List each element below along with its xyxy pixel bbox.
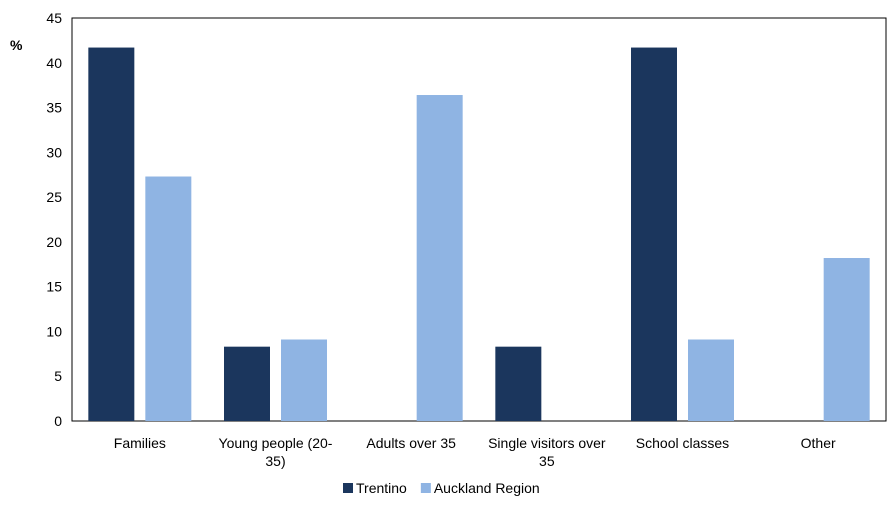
bar-auckland-region [145, 176, 192, 421]
bar-trentino [88, 47, 135, 421]
bars [88, 47, 870, 422]
x-tick-label: Young people (20-35) [219, 435, 333, 469]
y-tick-label: 10 [46, 323, 62, 339]
x-axis-labels: Families Young people (20-35) Adults over … [114, 435, 836, 469]
legend-swatch [420, 483, 431, 493]
bar-auckland-region [416, 95, 463, 422]
y-tick-label: 0 [54, 413, 62, 429]
bar-auckland-region [688, 339, 734, 421]
y-tick-label: 15 [46, 279, 62, 295]
y-tick-label: 25 [46, 189, 62, 205]
x-tick-label: Other [801, 435, 836, 451]
y-tick-label: 45 [46, 10, 62, 26]
x-tick-label: Families [114, 435, 166, 451]
y-tick-label: 5 [54, 368, 62, 384]
bar-trentino [631, 47, 677, 421]
plot-area-border [71, 17, 887, 422]
legend-label: Auckland Region [434, 480, 540, 496]
bar-auckland-region [281, 339, 327, 421]
y-tick-label: 30 [46, 144, 62, 160]
legend-swatch [343, 483, 353, 493]
y-axis-ticks: 0 5 10 15 20 25 30 35 40 45 [46, 10, 62, 429]
y-tick-label: 20 [46, 234, 62, 250]
y-tick-label: 35 [46, 100, 62, 116]
bar-trentino [495, 346, 542, 421]
y-tick-label: 40 [46, 55, 62, 71]
x-tick-label: Adults over 35 [366, 435, 456, 451]
x-tick-label: School classes [636, 435, 729, 451]
bar-trentino [224, 346, 270, 421]
x-tick-label: Single visitors over 35 [488, 435, 606, 469]
y-axis-label: % [10, 37, 23, 53]
legend: Trentino Auckland Region [343, 480, 540, 496]
legend-label: Trentino [356, 480, 407, 496]
bar-auckland-region [823, 258, 870, 421]
